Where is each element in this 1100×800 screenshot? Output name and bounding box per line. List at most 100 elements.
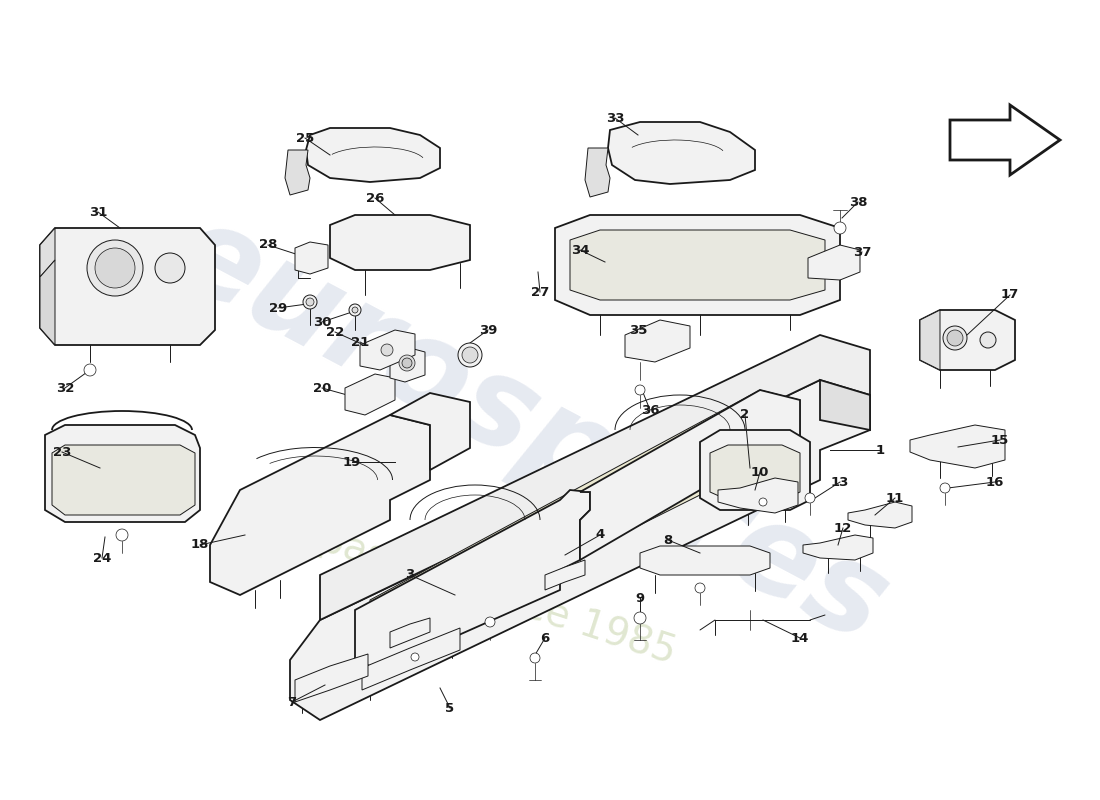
Text: 13: 13: [830, 475, 849, 489]
Text: 2: 2: [740, 409, 749, 422]
Text: 20: 20: [312, 382, 331, 394]
Polygon shape: [355, 490, 590, 670]
Polygon shape: [700, 430, 810, 510]
Text: 16: 16: [986, 475, 1004, 489]
Polygon shape: [608, 122, 755, 184]
Text: 8: 8: [663, 534, 672, 546]
Circle shape: [530, 653, 540, 663]
Circle shape: [411, 653, 419, 661]
Text: 36: 36: [640, 403, 659, 417]
Text: 24: 24: [92, 551, 111, 565]
Circle shape: [302, 295, 317, 309]
Circle shape: [947, 330, 962, 346]
Circle shape: [485, 617, 495, 627]
Text: 19: 19: [343, 455, 361, 469]
Circle shape: [635, 385, 645, 395]
Text: 9: 9: [636, 591, 645, 605]
Polygon shape: [390, 348, 425, 382]
Polygon shape: [803, 535, 873, 560]
Circle shape: [462, 347, 478, 363]
Polygon shape: [210, 415, 430, 595]
Circle shape: [155, 253, 185, 283]
Text: 7: 7: [287, 695, 297, 709]
Text: a passion since 1985: a passion since 1985: [279, 509, 681, 671]
Text: 6: 6: [540, 631, 550, 645]
Text: 3: 3: [406, 569, 415, 582]
Circle shape: [759, 498, 767, 506]
Circle shape: [940, 483, 950, 493]
Circle shape: [458, 343, 482, 367]
Circle shape: [306, 298, 313, 306]
Polygon shape: [920, 310, 1015, 370]
Circle shape: [980, 332, 996, 348]
Text: 22: 22: [326, 326, 344, 338]
Polygon shape: [808, 245, 860, 280]
Polygon shape: [920, 310, 940, 370]
Text: 30: 30: [312, 315, 331, 329]
Circle shape: [381, 344, 393, 356]
Text: 11: 11: [886, 491, 904, 505]
Polygon shape: [360, 330, 415, 370]
Text: 1: 1: [876, 443, 884, 457]
Circle shape: [695, 583, 705, 593]
Text: 37: 37: [852, 246, 871, 258]
Circle shape: [399, 355, 415, 371]
Text: 10: 10: [751, 466, 769, 478]
Circle shape: [116, 529, 128, 541]
Polygon shape: [345, 374, 395, 415]
Polygon shape: [285, 150, 310, 195]
Polygon shape: [390, 393, 470, 470]
Polygon shape: [910, 425, 1005, 468]
Polygon shape: [820, 380, 870, 430]
Polygon shape: [330, 215, 470, 270]
Text: 26: 26: [366, 191, 384, 205]
Circle shape: [95, 248, 135, 288]
Text: 31: 31: [89, 206, 107, 218]
Circle shape: [634, 612, 646, 624]
Text: 25: 25: [296, 131, 315, 145]
Circle shape: [349, 304, 361, 316]
Circle shape: [352, 307, 358, 313]
Circle shape: [87, 240, 143, 296]
Text: 34: 34: [571, 243, 590, 257]
Polygon shape: [580, 390, 800, 560]
Text: 23: 23: [53, 446, 72, 458]
Text: 17: 17: [1001, 289, 1019, 302]
Polygon shape: [362, 628, 460, 690]
Text: 4: 4: [595, 529, 605, 542]
Polygon shape: [40, 260, 55, 345]
Text: 5: 5: [446, 702, 454, 714]
Polygon shape: [718, 478, 798, 513]
Text: eurospares: eurospares: [153, 191, 907, 669]
Polygon shape: [295, 654, 368, 702]
Circle shape: [402, 358, 412, 368]
Text: 21: 21: [351, 335, 370, 349]
Polygon shape: [710, 445, 800, 500]
Text: 33: 33: [606, 111, 625, 125]
Polygon shape: [640, 546, 770, 575]
Text: 29: 29: [268, 302, 287, 314]
Polygon shape: [290, 380, 870, 720]
Polygon shape: [544, 560, 585, 590]
Circle shape: [834, 222, 846, 234]
Polygon shape: [45, 425, 200, 522]
Circle shape: [84, 364, 96, 376]
Polygon shape: [320, 335, 870, 620]
Polygon shape: [370, 390, 800, 660]
Text: 12: 12: [834, 522, 852, 534]
Polygon shape: [52, 445, 195, 515]
Text: 27: 27: [531, 286, 549, 298]
Text: 15: 15: [991, 434, 1009, 446]
Polygon shape: [625, 320, 690, 362]
Text: 32: 32: [56, 382, 74, 394]
Polygon shape: [570, 230, 825, 300]
Polygon shape: [40, 228, 55, 277]
Text: 39: 39: [478, 323, 497, 337]
Text: 14: 14: [791, 631, 810, 645]
Polygon shape: [295, 242, 328, 274]
Polygon shape: [950, 105, 1060, 175]
Polygon shape: [390, 618, 430, 648]
Circle shape: [805, 493, 815, 503]
Polygon shape: [556, 215, 840, 315]
Polygon shape: [848, 502, 912, 528]
